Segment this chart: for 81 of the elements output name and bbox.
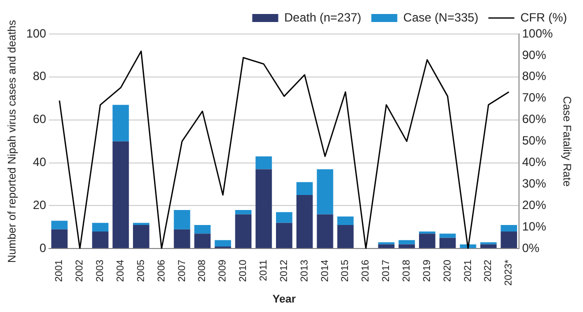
x-tick-label: 2021 bbox=[462, 259, 474, 282]
x-tick-label: 2016 bbox=[360, 259, 372, 282]
bar bbox=[112, 104, 129, 142]
x-tick-label: 2017 bbox=[381, 259, 392, 282]
bar bbox=[337, 225, 354, 248]
bar bbox=[378, 244, 394, 248]
y2-tick-label: 40% bbox=[522, 155, 546, 170]
x-tick-label: 2009 bbox=[218, 259, 229, 282]
legend-label: Case (N=335) bbox=[403, 10, 478, 24]
y2-tick-label: 30% bbox=[522, 176, 546, 191]
bar bbox=[235, 210, 252, 214]
x-tick-label: 2007 bbox=[176, 259, 188, 282]
y-tick-label: 40 bbox=[32, 155, 47, 170]
bar bbox=[316, 214, 334, 248]
bar bbox=[256, 169, 272, 248]
y2-tick-label: 10% bbox=[522, 220, 546, 234]
y2-tick-label: 20% bbox=[522, 198, 546, 212]
x-tick-label: 2008 bbox=[197, 259, 208, 282]
x-tick-label: 2019 bbox=[422, 259, 433, 282]
y2-tick-label: 0% bbox=[522, 240, 540, 255]
bar bbox=[419, 231, 436, 234]
x-tick-label: 2006 bbox=[156, 259, 168, 282]
y2-axis-title: Case Fatality Rate bbox=[560, 96, 572, 187]
y-tick-label: 80 bbox=[32, 69, 47, 84]
y-tick-label: 0 bbox=[40, 240, 47, 255]
legend-label: CFR (%) bbox=[520, 10, 568, 24]
bar bbox=[439, 234, 456, 238]
x-tick-label: 2014 bbox=[320, 259, 331, 282]
x-axis-title: Year bbox=[272, 293, 297, 306]
bar bbox=[398, 240, 415, 244]
y2-tick-label: 100% bbox=[522, 26, 554, 40]
bar bbox=[276, 222, 292, 248]
x-tick-label: 2005 bbox=[136, 259, 147, 282]
x-tick-label: 2022 bbox=[483, 259, 494, 282]
bar bbox=[256, 156, 272, 170]
x-tick-label: 2023* bbox=[504, 260, 515, 286]
y-tick-label: 100 bbox=[26, 26, 47, 40]
y2-tick-label: 70% bbox=[522, 90, 546, 105]
bar bbox=[500, 231, 518, 248]
bar bbox=[296, 182, 313, 195]
bar bbox=[194, 234, 211, 248]
y2-tick-label: 60% bbox=[522, 112, 546, 126]
x-tick-label: 2018 bbox=[401, 259, 412, 282]
x-tick-label: 2003 bbox=[95, 259, 106, 282]
legend-label: Death (n=237) bbox=[284, 10, 362, 24]
bar bbox=[500, 225, 518, 232]
x-tick-label: 2004 bbox=[115, 259, 126, 282]
y-axis-title: Number of reported Nipah virus cases and deaths bbox=[6, 19, 19, 263]
x-tick-label: 2002 bbox=[74, 259, 86, 282]
bar bbox=[174, 210, 190, 230]
x-tick-label: 2012 bbox=[278, 259, 290, 282]
bar bbox=[174, 229, 190, 248]
bar bbox=[296, 194, 313, 248]
bar bbox=[235, 214, 252, 248]
x-tick-label: 2001 bbox=[54, 259, 66, 282]
bar bbox=[51, 229, 68, 248]
bar bbox=[92, 231, 108, 248]
bar bbox=[112, 141, 129, 248]
x-tick-label: 2020 bbox=[442, 259, 454, 282]
bar bbox=[92, 222, 108, 232]
bar bbox=[276, 212, 292, 223]
bar bbox=[132, 225, 150, 248]
x-tick-label: 2013 bbox=[299, 259, 310, 282]
bar bbox=[419, 234, 436, 248]
x-tick-label: 2011 bbox=[258, 259, 270, 282]
bar bbox=[480, 244, 497, 248]
x-tick-label: 2015 bbox=[340, 259, 352, 282]
y2-tick-label: 90% bbox=[522, 48, 546, 62]
bar bbox=[398, 244, 415, 248]
x-tick-label: 2010 bbox=[238, 259, 250, 282]
y2-tick-label: 80% bbox=[522, 69, 546, 84]
bar bbox=[51, 220, 68, 230]
bar bbox=[132, 222, 150, 226]
y2-tick-label: 50% bbox=[522, 134, 546, 148]
bar bbox=[337, 216, 354, 226]
bar bbox=[316, 169, 334, 214]
bar bbox=[194, 225, 211, 234]
bar bbox=[439, 238, 456, 248]
y-tick-label: 20 bbox=[32, 198, 47, 212]
y-tick-label: 60 bbox=[32, 112, 47, 126]
bar bbox=[214, 240, 232, 247]
